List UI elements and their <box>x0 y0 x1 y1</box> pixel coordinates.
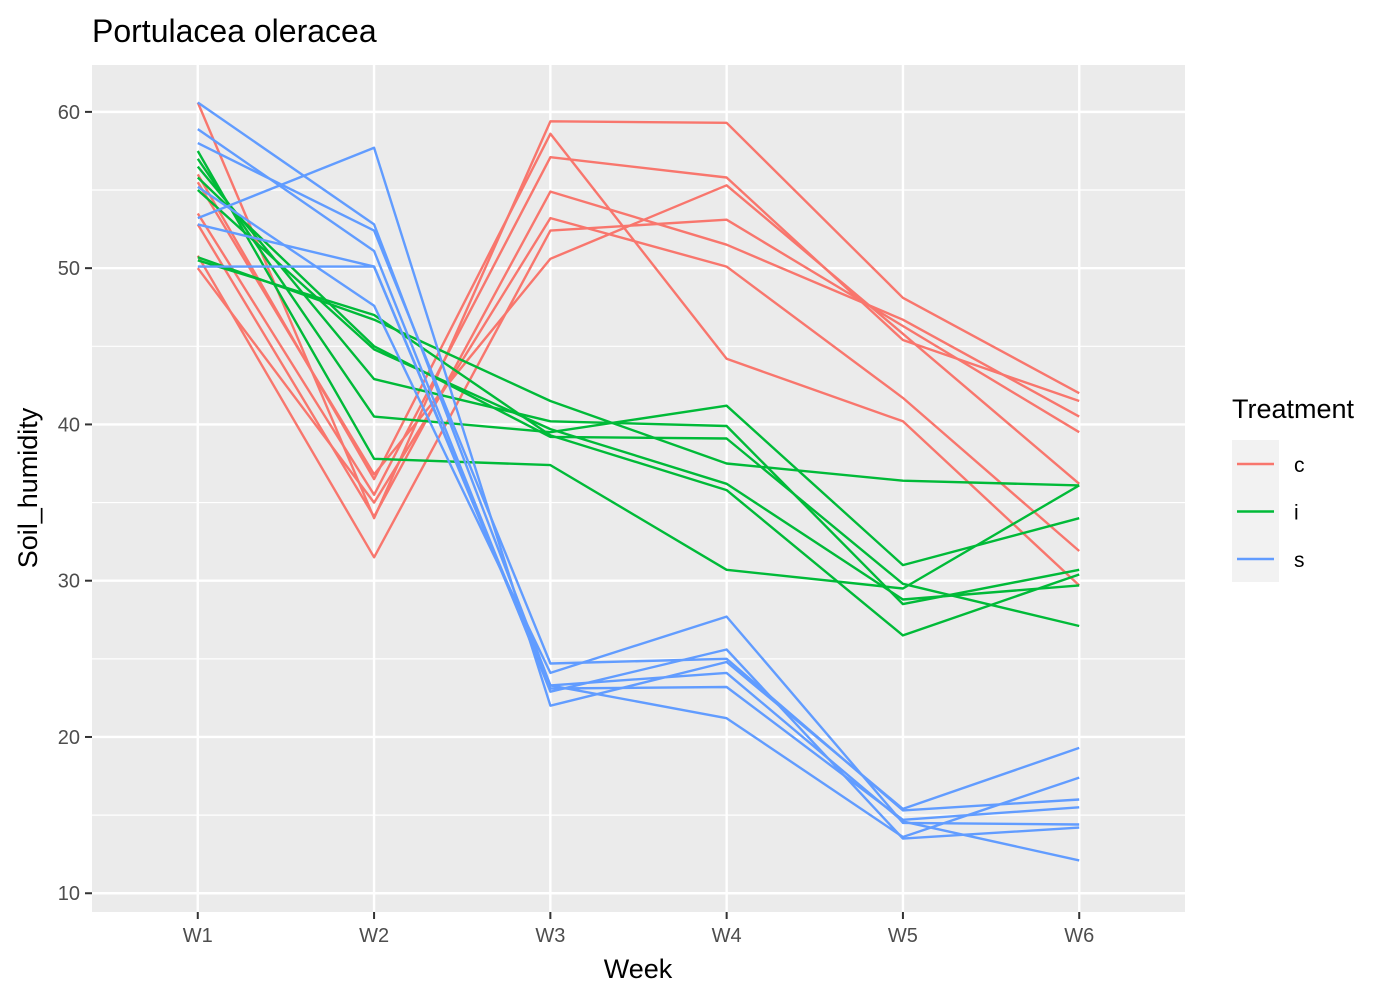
series-line-i <box>197 259 1080 637</box>
plot-panel <box>92 65 1185 912</box>
series-line-s <box>197 128 1080 840</box>
x-tick-label: W6 <box>1064 925 1094 947</box>
chart-title: Portulacea oleracea <box>92 13 377 49</box>
x-axis: W1 W2 W3 W4 W5 W6 <box>183 912 1094 947</box>
legend-label-s: s <box>1294 549 1305 572</box>
series-line-i <box>196 189 1080 601</box>
series-line-i <box>196 158 1080 567</box>
y-tick-label: 40 <box>58 414 80 436</box>
series-line-i <box>196 176 1080 628</box>
y-tick-label: 60 <box>58 102 80 124</box>
minor-gridlines <box>92 189 1185 816</box>
x-axis-title: Week <box>604 954 673 984</box>
x-tick-label: W5 <box>888 925 918 947</box>
legend: Treatment c i s <box>1232 394 1355 582</box>
series-lines <box>196 101 1081 862</box>
series-line-s <box>197 265 1080 821</box>
series-line-c <box>196 155 1080 496</box>
x-tick-label: W3 <box>535 925 565 947</box>
y-axis: 10 20 30 40 50 60 <box>58 102 92 905</box>
series-line-c <box>196 218 1080 559</box>
series-line-c <box>196 181 1080 485</box>
y-tick-label: 10 <box>58 883 80 905</box>
legend-label-i: i <box>1294 502 1299 525</box>
series-line-i <box>196 150 1080 590</box>
y-tick-label: 20 <box>58 727 80 749</box>
series-line-c <box>196 216 1080 552</box>
series-line-i <box>196 165 1080 606</box>
series-line-c <box>196 190 1080 518</box>
y-tick-label: 30 <box>58 571 80 593</box>
x-tick-label: W2 <box>359 925 389 947</box>
series-line-s <box>197 146 1080 811</box>
y-tick-label: 50 <box>58 258 80 280</box>
series-line-c <box>196 132 1081 587</box>
legend-label-c: c <box>1294 454 1305 477</box>
series-line-s <box>197 142 1080 812</box>
major-gridlines <box>92 65 1185 912</box>
series-line-s <box>197 185 1080 826</box>
series-line-s <box>197 223 1080 839</box>
x-tick-label: W4 <box>712 925 742 947</box>
y-axis-title: Soil_humidity <box>13 407 43 568</box>
legend-title: Treatment <box>1232 394 1355 424</box>
x-tick-label: W1 <box>183 925 213 947</box>
series-line-i <box>197 256 1080 487</box>
